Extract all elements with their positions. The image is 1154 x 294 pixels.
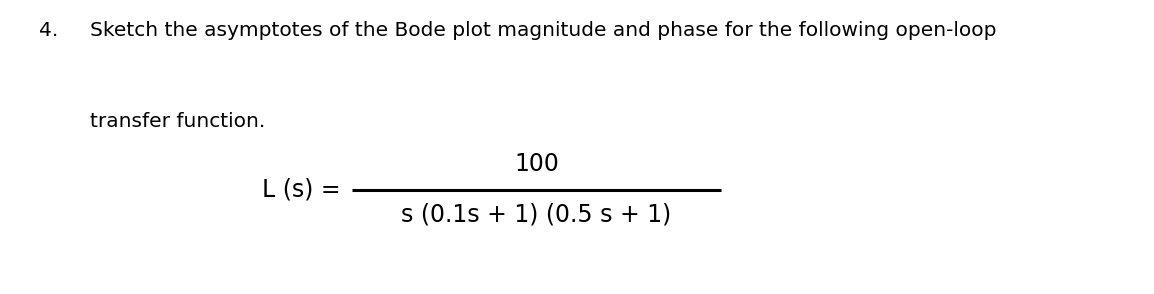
- Text: 4.: 4.: [39, 21, 59, 40]
- Text: 100: 100: [515, 152, 559, 176]
- Text: s (0.1s + 1) (0.5 s + 1): s (0.1s + 1) (0.5 s + 1): [402, 203, 672, 227]
- Text: Sketch the asymptotes of the Bode plot magnitude and phase for the following ope: Sketch the asymptotes of the Bode plot m…: [90, 21, 997, 40]
- Text: transfer function.: transfer function.: [90, 112, 265, 131]
- Text: L (s) =: L (s) =: [262, 178, 340, 202]
